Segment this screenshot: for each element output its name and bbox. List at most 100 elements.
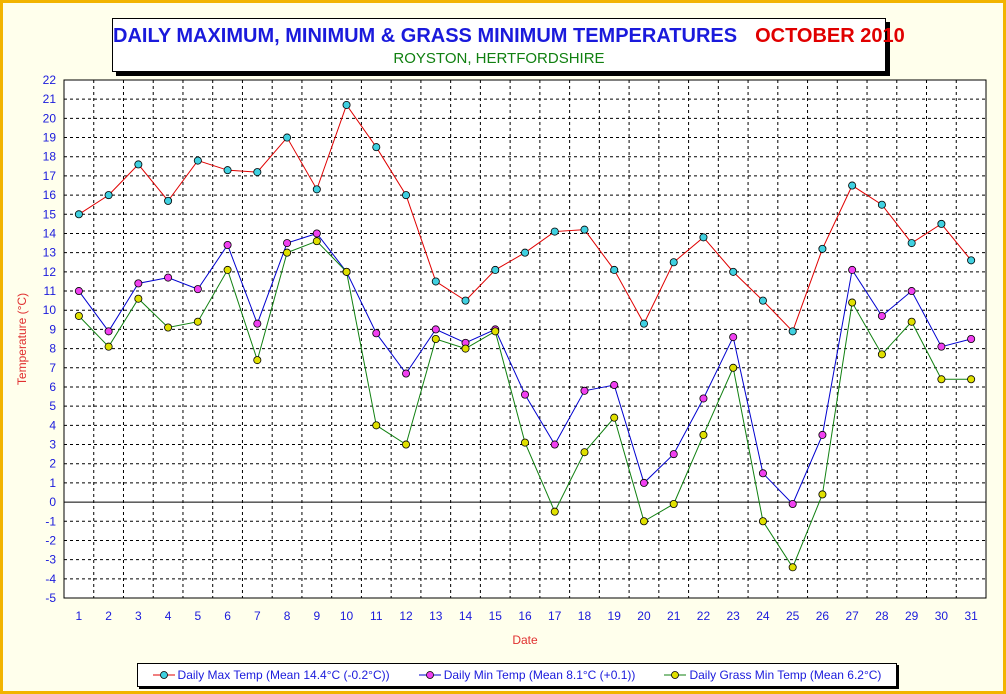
data-point-grass bbox=[937, 375, 946, 384]
data-point-max bbox=[907, 239, 916, 248]
legend-item-max: Daily Max Temp (Mean 14.4°C (-0.2°C)) bbox=[152, 668, 390, 682]
data-point-max bbox=[223, 166, 232, 175]
x-tick-label: 28 bbox=[875, 609, 889, 623]
y-tick-label: -2 bbox=[45, 533, 56, 547]
data-point-min bbox=[193, 285, 202, 294]
y-tick-label: 15 bbox=[43, 207, 57, 221]
x-tick-label: 23 bbox=[727, 609, 741, 623]
chart-legend: Daily Max Temp (Mean 14.4°C (-0.2°C)) Da… bbox=[137, 663, 897, 687]
data-point-min bbox=[758, 469, 767, 478]
data-point-min bbox=[639, 478, 648, 487]
data-point-min bbox=[253, 319, 262, 328]
data-point-min bbox=[372, 329, 381, 338]
y-tick-label: 18 bbox=[43, 150, 57, 164]
x-tick-label: 21 bbox=[667, 609, 681, 623]
data-point-max bbox=[877, 200, 886, 209]
data-point-max bbox=[818, 244, 827, 253]
x-tick-label: 5 bbox=[194, 609, 201, 623]
chart-title-box: DAILY MAXIMUM, MINIMUM & GRASS MINIMUM T… bbox=[112, 18, 905, 72]
x-tick-label: 3 bbox=[135, 609, 142, 623]
plot-border bbox=[63, 79, 987, 599]
y-tick-label: -5 bbox=[45, 591, 56, 605]
x-tick-label: 25 bbox=[786, 609, 800, 623]
data-point-grass bbox=[223, 265, 232, 274]
data-point-max bbox=[104, 191, 113, 200]
data-point-max bbox=[610, 265, 619, 274]
data-point-grass bbox=[312, 237, 321, 246]
x-tick-label: 8 bbox=[284, 609, 291, 623]
legend-label-grass: Daily Grass Min Temp (Mean 6.2°C) bbox=[689, 668, 882, 682]
legend-marker-max bbox=[152, 671, 175, 679]
data-point-min bbox=[283, 239, 292, 248]
data-point-max bbox=[431, 277, 440, 286]
data-point-grass bbox=[699, 430, 708, 439]
data-point-grass bbox=[283, 248, 292, 257]
data-point-min bbox=[580, 386, 589, 395]
y-tick-label: -3 bbox=[45, 553, 56, 567]
data-point-grass bbox=[104, 342, 113, 351]
data-point-grass bbox=[818, 490, 827, 499]
data-point-max bbox=[580, 225, 589, 234]
x-tick-label: 30 bbox=[935, 609, 949, 623]
legend-label-min: Daily Min Temp (Mean 8.1°C (+0.1)) bbox=[443, 668, 636, 682]
y-tick-label: 16 bbox=[43, 188, 57, 202]
data-point-max bbox=[639, 319, 648, 328]
data-point-min bbox=[877, 311, 886, 320]
data-point-grass bbox=[164, 323, 173, 332]
x-tick-label: 9 bbox=[313, 609, 320, 623]
y-tick-label: 17 bbox=[43, 169, 57, 183]
data-point-min bbox=[431, 325, 440, 334]
data-point-max bbox=[134, 160, 143, 169]
x-tick-label: 22 bbox=[697, 609, 711, 623]
y-tick-label: 14 bbox=[43, 226, 57, 240]
x-tick-label: 19 bbox=[608, 609, 622, 623]
data-point-grass bbox=[74, 311, 83, 320]
data-point-max bbox=[521, 248, 530, 257]
x-tick-label: 7 bbox=[254, 609, 261, 623]
x-tick-label: 2 bbox=[105, 609, 112, 623]
data-point-grass bbox=[134, 294, 143, 303]
data-point-max bbox=[699, 233, 708, 242]
y-tick-label: 21 bbox=[43, 92, 57, 106]
data-point-grass bbox=[758, 517, 767, 526]
y-tick-label: -4 bbox=[45, 572, 56, 586]
data-point-grass bbox=[372, 421, 381, 430]
y-tick-label: 22 bbox=[43, 73, 57, 87]
data-point-max bbox=[193, 156, 202, 165]
data-point-grass bbox=[877, 350, 886, 359]
y-tick-label: 7 bbox=[49, 361, 56, 375]
x-tick-label: 20 bbox=[637, 609, 651, 623]
data-point-grass bbox=[253, 356, 262, 365]
y-tick-label: -1 bbox=[45, 514, 56, 528]
data-point-min bbox=[788, 499, 797, 508]
data-point-max bbox=[729, 267, 738, 276]
y-tick-label: 6 bbox=[49, 380, 56, 394]
data-point-min bbox=[223, 240, 232, 249]
x-tick-label: 15 bbox=[489, 609, 503, 623]
x-tick-label: 4 bbox=[165, 609, 172, 623]
legend-item-min: Daily Min Temp (Mean 8.1°C (+0.1)) bbox=[418, 668, 636, 682]
data-point-max bbox=[848, 181, 857, 190]
data-point-grass bbox=[550, 507, 559, 516]
chart-title-month: OCTOBER 2010 bbox=[755, 25, 905, 47]
x-tick-label: 14 bbox=[459, 609, 473, 623]
x-tick-label: 1 bbox=[76, 609, 83, 623]
data-point-min bbox=[312, 229, 321, 238]
x-tick-label: 24 bbox=[756, 609, 770, 623]
y-tick-label: 0 bbox=[49, 495, 56, 509]
data-point-grass bbox=[521, 438, 530, 447]
data-point-min bbox=[74, 287, 83, 296]
y-tick-label: 20 bbox=[43, 111, 57, 125]
data-point-grass bbox=[580, 448, 589, 457]
data-point-min bbox=[104, 327, 113, 336]
chart-title-main: DAILY MAXIMUM, MINIMUM & GRASS MINIMUM T… bbox=[113, 25, 738, 47]
data-point-max bbox=[74, 210, 83, 219]
data-point-grass bbox=[491, 327, 500, 336]
x-tick-label: 12 bbox=[399, 609, 413, 623]
legend-item-grass: Daily Grass Min Temp (Mean 6.2°C) bbox=[664, 668, 881, 682]
data-point-max bbox=[669, 258, 678, 267]
y-tick-label: 5 bbox=[49, 399, 56, 413]
data-point-max bbox=[461, 296, 470, 305]
x-axis-title: Date bbox=[512, 633, 538, 647]
data-point-max bbox=[937, 219, 946, 228]
